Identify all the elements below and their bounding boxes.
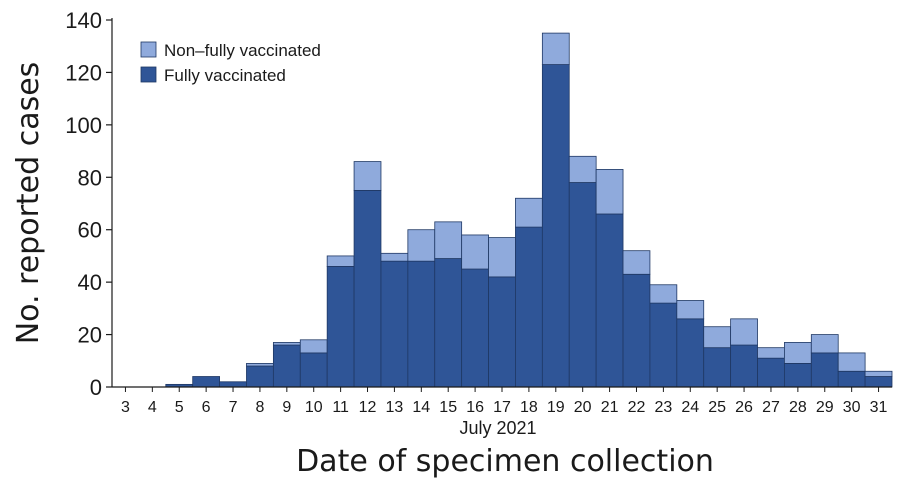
bar-fully-22 [622, 273, 651, 388]
y-tick-label-140: 140 [65, 8, 102, 33]
bar-fully-12 [353, 189, 382, 388]
legend: Non–fully vaccinated Fully vaccinated [140, 41, 321, 85]
x-tick-label-14: 14 [412, 399, 430, 416]
x-tick-label-10: 10 [305, 399, 323, 416]
bar-fully-17 [488, 276, 516, 388]
x-tick-label-22: 22 [628, 399, 646, 416]
bar-non-fully-18 [515, 197, 543, 228]
bar-non-fully-27 [757, 347, 785, 359]
x-tick-label-23: 23 [654, 399, 672, 416]
axes-group: 0 20 40 60 80 100 120 140 3 4 5 6 7 8 9 10 11 12 13 14 15 16 1… [65, 8, 892, 416]
bar-non-fully-21 [595, 169, 624, 215]
x-tick-label-7: 7 [229, 399, 238, 416]
bar-fully-30 [837, 370, 866, 388]
x-tick-label-4: 4 [148, 399, 157, 416]
bar-non-fully-12 [353, 161, 382, 191]
bar-non-fully-14 [407, 229, 436, 262]
bar-fully-26 [730, 344, 758, 388]
bars-group [165, 32, 893, 388]
x-tick-label-16: 16 [466, 399, 484, 416]
y-tick-label-40: 40 [78, 270, 102, 295]
bar-non-fully-13 [380, 252, 409, 262]
bar-fully-29 [810, 352, 839, 388]
bar-non-fully-23 [649, 284, 678, 304]
bar-non-fully-20 [568, 155, 597, 183]
x-tick-label-5: 5 [175, 399, 184, 416]
bar-non-fully-8 [246, 363, 274, 367]
bar-fully-21 [595, 213, 624, 388]
y-tick-label-120: 120 [65, 60, 102, 85]
bar-fully-23 [649, 302, 678, 388]
x-tick-label-18: 18 [520, 399, 538, 416]
x-tick-label-28: 28 [789, 399, 807, 416]
x-tick-label-25: 25 [708, 399, 726, 416]
bar-fully-24 [676, 318, 705, 388]
bar-fully-10 [299, 352, 328, 388]
bar-non-fully-17 [488, 237, 516, 278]
bar-fully-13 [380, 260, 409, 388]
y-tick-label-60: 60 [78, 218, 102, 243]
bar-non-fully-10 [299, 339, 328, 354]
bar-fully-31 [864, 376, 893, 388]
bar-fully-6 [192, 376, 220, 388]
bar-fully-19 [541, 64, 570, 388]
bar-non-fully-31 [864, 370, 893, 377]
bar-fully-20 [568, 182, 597, 388]
x-axis-sublabel: July 2021 [459, 418, 536, 438]
bar-non-fully-16 [461, 234, 489, 270]
x-tick-label-26: 26 [735, 399, 753, 416]
x-tick-label-13: 13 [386, 399, 404, 416]
y-tick-label-0: 0 [90, 375, 102, 400]
legend-label-1: Fully vaccinated [164, 66, 286, 85]
x-tick-label-8: 8 [255, 399, 264, 416]
y-tick-label-80: 80 [78, 165, 102, 190]
bar-non-fully-30 [837, 352, 866, 372]
bar-fully-14 [407, 260, 436, 388]
x-tick-label-24: 24 [681, 399, 699, 416]
bar-fully-25 [703, 347, 732, 388]
x-tick-label-19: 19 [547, 399, 565, 416]
x-tick-label-15: 15 [439, 399, 457, 416]
x-tick-label-12: 12 [359, 399, 377, 416]
x-tick-label-20: 20 [574, 399, 592, 416]
x-tick-label-31: 31 [870, 399, 888, 416]
bar-non-fully-15 [434, 221, 463, 259]
x-tick-label-11: 11 [332, 399, 349, 416]
bar-fully-27 [757, 357, 785, 388]
bar-fully-15 [434, 258, 463, 388]
x-tick-label-27: 27 [762, 399, 780, 416]
x-tick-label-9: 9 [282, 399, 291, 416]
y-axis-title: No. reported cases [11, 62, 46, 345]
x-tick-label-6: 6 [202, 399, 211, 416]
bar-fully-9 [272, 344, 301, 388]
bar-fully-8 [246, 365, 274, 388]
bar-fully-18 [515, 226, 543, 388]
x-tick-label-17: 17 [493, 399, 511, 416]
legend-swatch-0 [140, 41, 157, 58]
x-tick-label-29: 29 [816, 399, 834, 416]
x-tick-label-30: 30 [843, 399, 861, 416]
x-axis-title: Date of specimen collection [296, 444, 714, 479]
legend-swatch-1 [140, 66, 157, 83]
x-tick-label-21: 21 [601, 399, 619, 416]
bar-non-fully-28 [784, 342, 812, 364]
legend-label-0: Non–fully vaccinated [164, 41, 321, 60]
bar-fully-16 [461, 268, 489, 388]
bar-non-fully-29 [810, 334, 839, 354]
bar-non-fully-22 [622, 250, 651, 275]
bar-fully-11 [326, 266, 355, 388]
x-tick-label-3: 3 [121, 399, 130, 416]
bar-non-fully-24 [676, 300, 705, 320]
bar-non-fully-11 [326, 255, 355, 267]
y-tick-label-20: 20 [78, 323, 102, 348]
bar-fully-7 [219, 381, 247, 388]
bar-non-fully-9 [272, 342, 301, 346]
bar-non-fully-25 [703, 326, 732, 349]
bar-non-fully-26 [730, 318, 758, 346]
bar-fully-28 [784, 363, 812, 388]
y-tick-label-100: 100 [65, 113, 102, 138]
bar-non-fully-19 [541, 32, 570, 65]
